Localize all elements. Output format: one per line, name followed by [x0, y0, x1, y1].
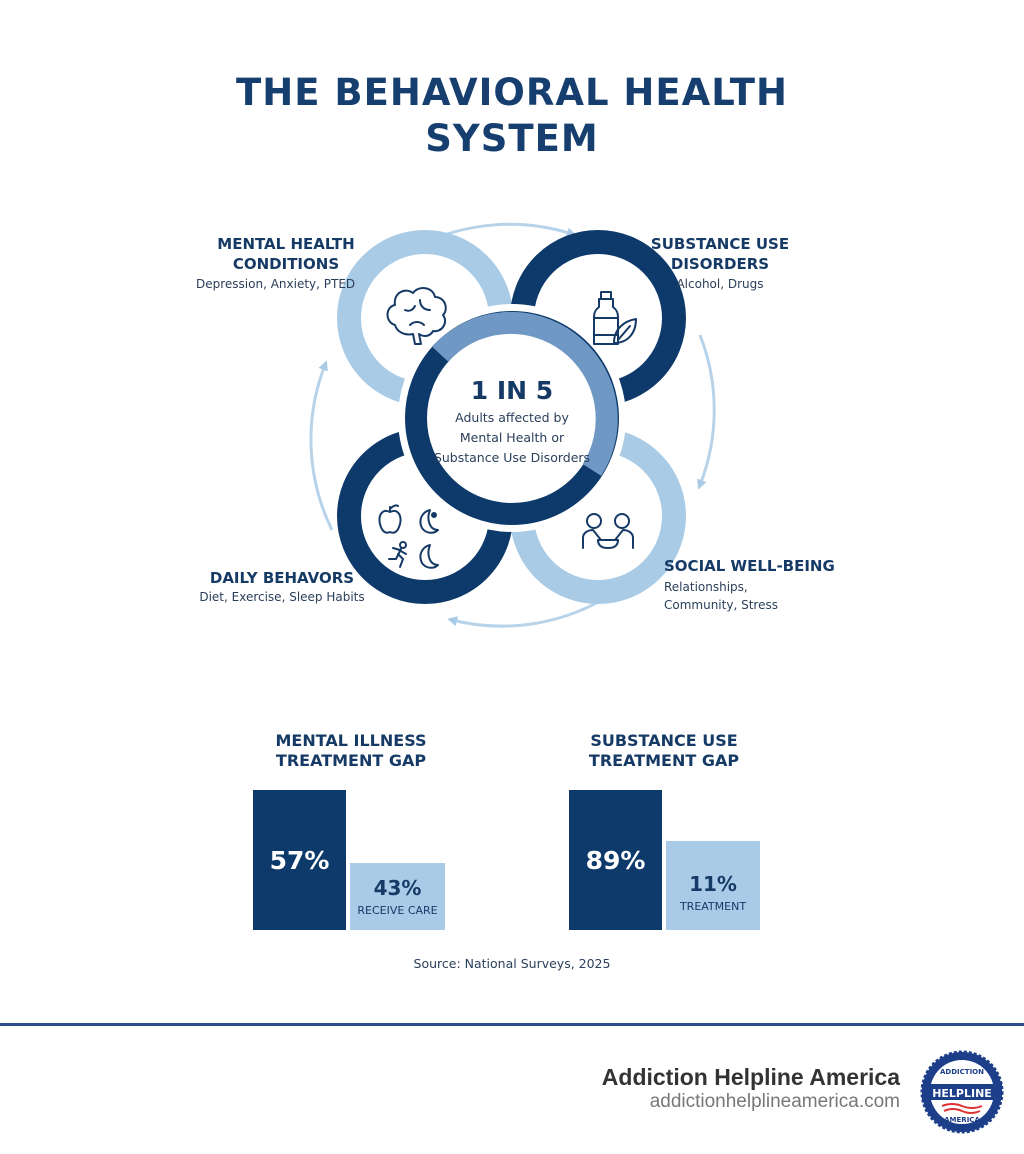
- footer-divider: [0, 1023, 1024, 1026]
- center-description: Adults affected by Mental Health or Subs…: [433, 410, 591, 465]
- node-social-wellbeing: SOCIAL WELL-BEING Relationships, Communi…: [664, 557, 835, 612]
- bar-substance-treatment: 11% TREATMENT: [666, 841, 760, 930]
- brain-icon: [386, 287, 447, 345]
- page-title: THE BEHAVIORAL HEALTH SYSTEM: [236, 71, 788, 160]
- people-icon: [582, 513, 634, 549]
- cycle-diagram: [309, 222, 716, 628]
- node-daily-behaviors: DAILY BEHAVORS Diet, Exercise, Sleep Hab…: [199, 569, 365, 604]
- footer-brand: Addiction Helpline America addictionhelp…: [601, 1064, 900, 1112]
- apple-moon-runner-icon: [378, 504, 439, 569]
- helpline-logo: HELPLINE ADDICTION AMERICA: [920, 1050, 1004, 1134]
- arrow-bottom: [447, 598, 603, 628]
- gap-title-substance-use: SUBSTANCE USE TREATMENT GAP: [588, 731, 740, 770]
- bar-mental-untreated: 57%: [253, 790, 346, 930]
- svg-text:ADDICTION: ADDICTION: [940, 1068, 984, 1076]
- node-mental-health-desc: Depression, Anxiety, PTED: [196, 277, 356, 291]
- center-ring-segment: [431, 311, 618, 476]
- node-substance-use-desc: Alcohol, Drugs: [676, 277, 764, 291]
- bar-substance-untreated: 89%: [569, 790, 662, 930]
- node-substance-use: SUBSTANCE USE DISORDERS: [650, 235, 790, 273]
- center-stat: 1 IN 5: [470, 376, 554, 405]
- svg-text:AMERICA: AMERICA: [944, 1116, 980, 1124]
- footer-url[interactable]: addictionhelplineamerica.com: [649, 1091, 900, 1112]
- bar-mental-receive-care: 43% RECEIVE CARE: [350, 863, 445, 930]
- bottle-leaf-icon: [593, 291, 637, 345]
- arrow-right: [697, 334, 716, 490]
- svg-text:HELPLINE: HELPLINE: [932, 1087, 992, 1100]
- arrow-left: [309, 360, 334, 531]
- gap-title-mental-illness: MENTAL ILLNESS TREATMENT GAP: [275, 731, 427, 770]
- node-mental-health: MENTAL HEALTH CONDITIONS: [217, 235, 355, 273]
- source-note: Source: National Surveys, 2025: [413, 956, 611, 971]
